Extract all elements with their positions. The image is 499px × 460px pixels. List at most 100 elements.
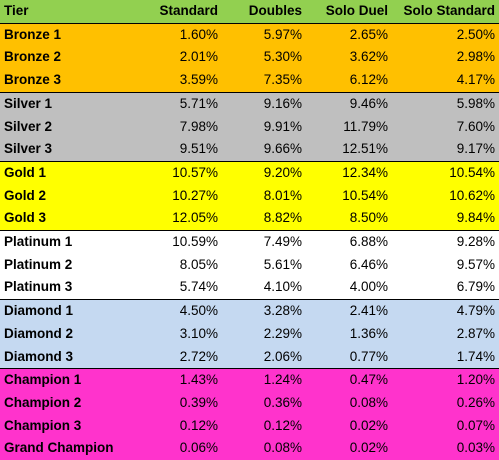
column-header-doubles: Doubles (222, 0, 306, 24)
column-header-standard: Standard (123, 0, 222, 24)
standard-cell: 5.74% (179, 279, 218, 295)
solo-duel-cell: 0.77% (349, 348, 388, 364)
doubles-cell: 2.29% (263, 325, 302, 341)
standard-cell: 10.57% (123, 160, 222, 185)
tier-cell: Gold 2 (4, 187, 47, 203)
tier-cell: Silver 2 (4, 118, 53, 134)
solo-standard-cell: 1.74% (456, 348, 495, 364)
standard-cell: 3.10% (179, 325, 218, 341)
standard-cell: 2.72% (179, 348, 218, 364)
table-row: Silver 1 5.71% 9.16% 9.46% 5.98% (0, 91, 499, 116)
solo-standard-cell: 0.07% (456, 417, 495, 433)
solo-standard-cell: 4.17% (456, 72, 495, 88)
tier-cell: Gold 1 (0, 160, 123, 185)
standard-cell: 0.39% (179, 394, 218, 410)
standard-cell: 10.27% (172, 187, 218, 203)
solo-standard-cell: 9.17% (456, 141, 495, 157)
doubles-cell: 8.82% (263, 210, 302, 226)
solo-duel-cell: 12.51% (342, 141, 388, 157)
table-row: Platinum 3 5.74% 4.10% 4.00% 6.79% (0, 276, 499, 300)
tier-cell: Grand Champion (4, 440, 114, 456)
solo-standard-cell: 6.79% (456, 279, 495, 295)
doubles-cell: 5.97% (222, 22, 306, 47)
solo-standard-cell: 0.26% (456, 394, 495, 410)
tier-cell: Silver 1 (0, 91, 123, 116)
standard-cell: 8.05% (179, 256, 218, 272)
table-row: Bronze 2 2.01% 5.30% 3.62% 2.98% (0, 46, 499, 70)
doubles-cell: 7.35% (263, 72, 302, 88)
solo-duel-cell: 6.12% (349, 72, 388, 88)
solo-duel-cell: 6.46% (349, 256, 388, 272)
solo-standard-cell: 2.50% (392, 22, 499, 47)
doubles-cell: 1.24% (222, 368, 306, 392)
table-row: Gold 2 10.27% 8.01% 10.54% 10.62% (0, 184, 499, 208)
tier-cell: Diamond 2 (4, 325, 74, 341)
doubles-cell: 7.49% (222, 230, 306, 254)
table-row: Gold 1 10.57% 9.20% 12.34% 10.54% (0, 160, 499, 185)
standard-cell: 5.71% (123, 91, 222, 116)
solo-duel-cell: 10.54% (342, 187, 388, 203)
tier-cell: Bronze 1 (0, 22, 123, 47)
standard-cell: 1.60% (123, 22, 222, 47)
tier-cell: Champion 1 (0, 368, 123, 392)
doubles-cell: 5.61% (263, 256, 302, 272)
standard-cell: 12.05% (172, 210, 218, 226)
table-row: Bronze 3 3.59% 7.35% 6.12% 4.17% (0, 69, 499, 93)
solo-standard-cell: 7.60% (456, 118, 495, 134)
doubles-cell: 2.06% (263, 348, 302, 364)
solo-standard-cell: 0.03% (456, 440, 495, 456)
table-row: Silver 2 7.98% 9.91% 11.79% 7.60% (0, 115, 499, 139)
solo-duel-cell: 0.02% (349, 440, 388, 456)
solo-duel-cell: 11.79% (343, 118, 388, 134)
solo-duel-cell: 12.34% (306, 160, 392, 185)
doubles-cell: 0.36% (263, 394, 302, 410)
solo-standard-cell: 2.98% (456, 49, 495, 65)
standard-cell: 0.12% (179, 417, 218, 433)
table-row: Champion 3 0.12% 0.12% 0.02% 0.07% (0, 414, 499, 438)
solo-duel-cell: 2.41% (306, 299, 392, 323)
solo-standard-cell: 9.28% (392, 230, 499, 254)
solo-duel-cell: 9.46% (306, 91, 392, 116)
table-row: Champion 2 0.39% 0.36% 0.08% 0.26% (0, 391, 499, 415)
doubles-cell: 9.91% (263, 118, 302, 134)
standard-cell: 3.59% (179, 72, 218, 88)
doubles-cell: 3.28% (222, 299, 306, 323)
table-row: Platinum 1 10.59% 7.49% 6.88% 9.28% (0, 230, 499, 254)
solo-duel-cell: 2.65% (306, 22, 392, 47)
header-row: Tier Standard Doubles Solo Duel Solo Sta… (0, 0, 499, 24)
doubles-cell: 0.12% (263, 417, 302, 433)
tier-cell: Diamond 3 (4, 348, 74, 364)
table-row: Diamond 1 4.50% 3.28% 2.41% 4.79% (0, 299, 499, 323)
table-row: Diamond 3 2.72% 2.06% 0.77% 1.74% (0, 345, 499, 369)
doubles-cell: 8.01% (263, 187, 302, 203)
tier-cell: Platinum 1 (0, 230, 123, 254)
solo-standard-cell: 4.79% (392, 299, 499, 323)
standard-cell: 9.51% (179, 141, 218, 157)
doubles-cell: 0.08% (263, 440, 302, 456)
doubles-cell: 9.66% (263, 141, 302, 157)
doubles-cell: 9.20% (222, 160, 306, 185)
column-header-tier: Tier (0, 0, 123, 24)
standard-cell: 2.01% (179, 49, 218, 65)
doubles-cell: 4.10% (263, 279, 302, 295)
standard-cell: 4.50% (123, 299, 222, 323)
tier-cell: Champion 3 (4, 417, 82, 433)
tier-cell: Bronze 2 (4, 49, 62, 65)
solo-duel-cell: 0.02% (349, 417, 388, 433)
table-row: Champion 1 1.43% 1.24% 0.47% 1.20% (0, 368, 499, 392)
standard-cell: 7.98% (179, 118, 218, 134)
column-header-solo-standard: Solo Standard (392, 0, 499, 24)
solo-standard-cell: 1.20% (392, 368, 499, 392)
doubles-cell: 5.30% (263, 49, 302, 65)
solo-duel-cell: 0.08% (349, 394, 388, 410)
table-row: Silver 3 9.51% 9.66% 12.51% 9.17% (0, 138, 499, 162)
solo-duel-cell: 1.36% (349, 325, 388, 341)
doubles-cell: 9.16% (222, 91, 306, 116)
solo-duel-cell: 3.62% (349, 49, 388, 65)
column-header-solo-duel: Solo Duel (306, 0, 392, 24)
table-row: Diamond 2 3.10% 2.29% 1.36% 2.87% (0, 322, 499, 346)
solo-standard-cell: 2.87% (456, 325, 495, 341)
solo-duel-cell: 0.47% (306, 368, 392, 392)
solo-standard-cell: 9.57% (456, 256, 495, 272)
